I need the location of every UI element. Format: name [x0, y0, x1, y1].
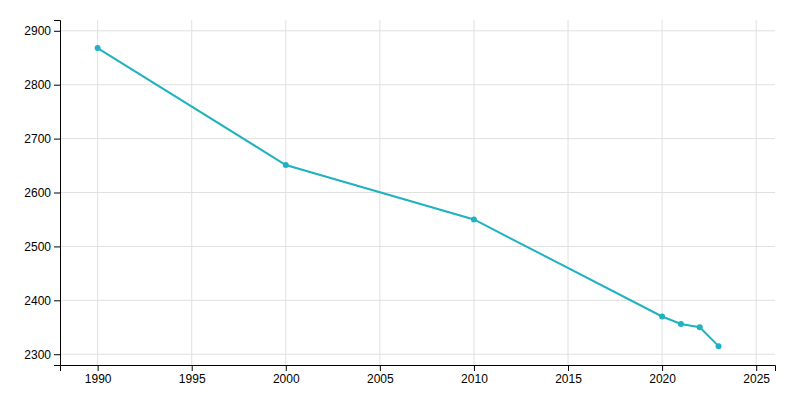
line [98, 48, 719, 346]
point [678, 321, 684, 327]
y-tick-label: 2800 [24, 78, 51, 92]
y-tick: 2300 [24, 348, 60, 362]
y-tick-mark [54, 31, 60, 32]
y-tick-mark [54, 193, 60, 194]
x-tick-label: 2025 [743, 372, 770, 386]
y-tick-label: 2400 [24, 294, 51, 308]
x-tick: 2020 [649, 365, 676, 386]
x-tick-mark [98, 365, 99, 371]
x-tick-mark [568, 365, 569, 371]
y-tick: 2600 [24, 186, 60, 200]
x-tick-label: 2005 [367, 372, 394, 386]
y-tick: 2500 [24, 240, 60, 254]
x-tick-label: 1990 [85, 372, 112, 386]
x-tick-mark [662, 365, 663, 371]
x-tick-label: 2000 [273, 372, 300, 386]
point [697, 324, 703, 330]
y-tick: 2700 [24, 132, 60, 146]
x-tick-label: 2010 [461, 372, 488, 386]
grid-line-y [60, 300, 775, 301]
y-tick-label: 2900 [24, 24, 51, 38]
y-tick-mark [54, 354, 60, 355]
grid-line-y [60, 192, 775, 193]
y-tick-label: 2300 [24, 348, 51, 362]
grid [60, 20, 775, 365]
x-tick: 1990 [85, 365, 112, 386]
grid-line-y [60, 30, 775, 31]
x-tick-label: 2020 [649, 372, 676, 386]
y-tick: 2800 [24, 78, 60, 92]
x-tick: 1995 [179, 365, 206, 386]
x-axis-line [61, 366, 776, 372]
grid-line-y [60, 84, 775, 85]
x-axis: 1990 1995 2000 2005 2010 2015 2020 2025 [61, 365, 776, 386]
x-tick: 2010 [461, 365, 488, 386]
point [659, 313, 665, 319]
point [716, 343, 722, 349]
x-tick-label: 1995 [179, 372, 206, 386]
series [95, 45, 722, 349]
grid-line-y [60, 138, 775, 139]
grid-line-y [60, 246, 775, 247]
plot: 1990 1995 2000 2005 2010 2015 2020 2025 2300 2400… [24, 20, 775, 386]
x-tick-mark [756, 365, 757, 371]
point [283, 162, 289, 168]
grid-line-y [60, 354, 775, 355]
y-tick: 2900 [24, 24, 60, 38]
x-tick-mark [286, 365, 287, 371]
x-tick: 2005 [367, 365, 394, 386]
y-tick-mark [54, 246, 60, 247]
x-tick: 2025 [743, 365, 770, 386]
y-tick-label: 2700 [24, 132, 51, 146]
y-axis: 2300 2400 2500 2600 2700 2800 2900 [24, 21, 60, 366]
y-tick: 2400 [24, 294, 60, 308]
point [471, 216, 477, 222]
x-tick-mark [474, 365, 475, 371]
x-tick-mark [380, 365, 381, 371]
y-axis-line [54, 21, 61, 366]
y-tick-mark [54, 300, 60, 301]
x-tick-label: 2015 [555, 372, 582, 386]
y-tick-mark [54, 85, 60, 86]
chart: 1990 1995 2000 2005 2010 2015 2020 2025 2300 2400… [0, 0, 800, 400]
y-tick-label: 2500 [24, 240, 51, 254]
x-tick-mark [192, 365, 193, 371]
point [95, 45, 101, 51]
x-tick: 2015 [555, 365, 582, 386]
y-tick-label: 2600 [24, 186, 51, 200]
y-tick-mark [54, 139, 60, 140]
x-tick: 2000 [273, 365, 300, 386]
